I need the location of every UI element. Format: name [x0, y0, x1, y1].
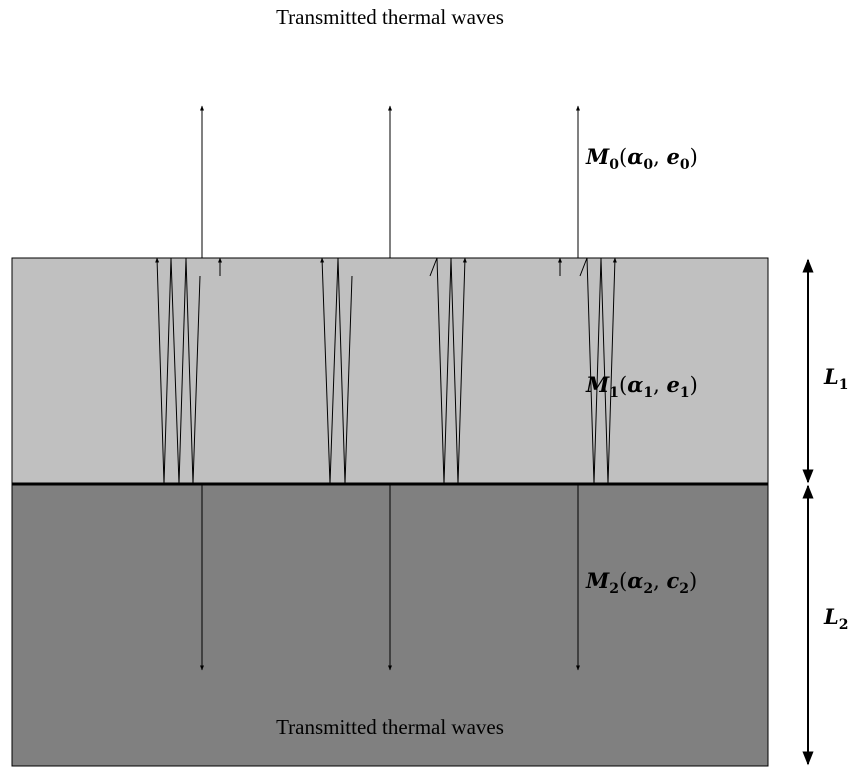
layer-m1 — [11, 257, 769, 485]
label-l1: L1 — [823, 364, 849, 393]
reflection-zigzag-3 — [429, 257, 467, 485]
reflection-paths — [155, 257, 617, 485]
label-m0: M0(α0, e0) — [585, 144, 698, 173]
transmitted-arrows-down — [200, 484, 580, 671]
transmitted-arrows-up — [200, 105, 580, 258]
label-l2: L2 — [823, 604, 849, 633]
label-m1: M1(α1, e1) — [585, 372, 698, 401]
reflection-zigzag-2 — [320, 257, 353, 485]
top-caption: Transmitted thermal waves — [276, 5, 504, 29]
label-m2: M2(α2, c2) — [585, 568, 697, 597]
reflection-zigzag-1 — [155, 257, 201, 485]
reflection-zigzag-4 — [579, 257, 617, 485]
bottom-caption: Transmitted thermal waves — [276, 715, 504, 739]
